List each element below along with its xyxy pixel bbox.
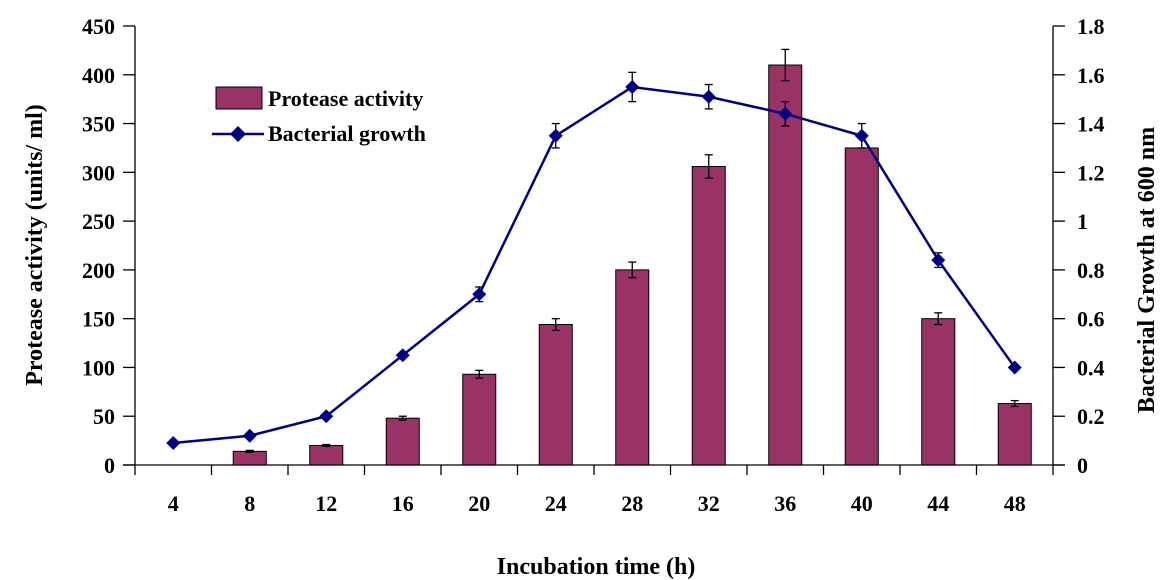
y2-tick-label: 1 [1077,209,1088,234]
y-tick-label: 250 [82,209,115,234]
y2-axis-title: Bacterial Growth at 600 nm [1134,127,1160,413]
bar [921,318,956,466]
x-tick-label: 40 [851,491,873,516]
growth-point [778,106,793,121]
y-tick-label: 50 [93,404,115,429]
x-tick-label: 16 [392,491,414,516]
x-axis-title: Incubation time (h) [497,554,696,580]
growth-point [854,128,869,143]
bar [538,324,573,466]
growth-point [701,89,716,104]
y2-tick-label: 0.6 [1077,307,1105,332]
y-tick-label: 400 [82,63,115,88]
y2-tick-label: 0.2 [1077,404,1105,429]
growth-point [395,348,410,363]
bar [691,165,726,466]
bar [844,147,879,466]
growth-point [319,409,334,424]
y2-tick-label: 0.4 [1077,355,1105,380]
growth-point [931,253,946,268]
y2-tick-label: 1.8 [1077,14,1105,39]
y2-tick-label: 1.2 [1077,160,1105,185]
y2-tick-label: 1.6 [1077,63,1105,88]
legend-swatch-protease [215,86,263,110]
bar [232,450,267,466]
growth-point [1007,360,1022,375]
x-tick-label: 28 [621,491,643,516]
axes-layer: 0 50 100 150 200 250 300 350 400 450 0 0.2 0.4 0.6 0.8… [82,14,1105,516]
x-tick-label: 44 [927,491,949,516]
growth-point [472,287,487,302]
y2-tick-label: 1.4 [1077,112,1105,137]
y-tick-label: 350 [82,112,115,137]
y-axis-title: Protease activity (units/ ml) [22,104,48,386]
bar [309,444,344,466]
growth-line [173,85,1016,445]
bar [462,373,497,466]
growth-point [166,436,181,451]
bar [997,403,1032,466]
legend: Protease activity Bacterial growth [196,80,522,166]
x-tick-label: 20 [468,491,490,516]
legend-marker-growth [230,126,246,142]
y2-tick-label: 0 [1077,453,1088,478]
x-tick-label: 12 [315,491,337,516]
y-tick-label: 150 [82,307,115,332]
x-tick-label: 4 [168,491,179,516]
growth-point [548,128,563,143]
bar [385,417,420,466]
growth-point [242,428,257,443]
line-layer [166,71,1022,451]
bar [768,64,803,466]
bar [615,269,650,466]
growth-point [625,79,640,94]
y-tick-label: 0 [104,453,115,478]
y-tick-label: 200 [82,258,115,283]
y-tick-label: 300 [82,160,115,185]
y-tick-label: 450 [82,14,115,39]
x-tick-label: 24 [545,491,567,516]
legend-label-growth: Bacterial growth [268,121,426,146]
y2-tick-label: 0.8 [1077,258,1105,283]
x-tick-label: 36 [774,491,796,516]
x-tick-label: 32 [698,491,720,516]
legend-label-protease: Protease activity [268,86,423,111]
x-tick-label: 48 [1004,491,1026,516]
x-tick-label: 8 [244,491,255,516]
y-tick-label: 100 [82,355,115,380]
